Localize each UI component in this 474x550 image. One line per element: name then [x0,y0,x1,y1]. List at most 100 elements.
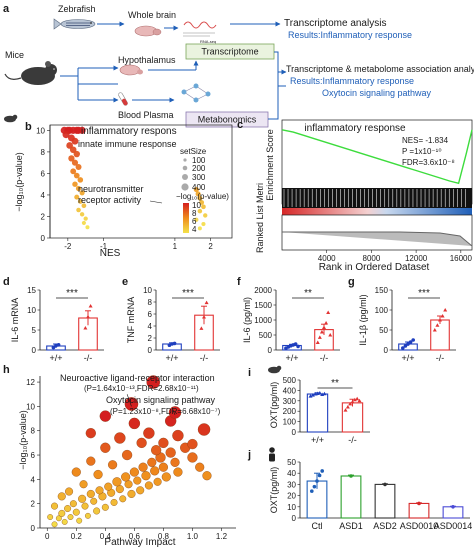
panel-b-point [81,220,86,226]
panel-h-ytick-label: 4 [31,475,36,484]
panel-c-xtick-label: 12000 [405,254,428,263]
panel-f-ytick-label: 500 [259,331,273,340]
panel-i-point [357,398,362,403]
panel-e-point [204,300,209,305]
panel-f-point [293,342,298,346]
panel-j-bar [374,483,396,519]
panel-i-point [317,391,322,395]
panel-i-point [308,394,313,398]
panel-b-point [75,185,82,192]
panel-j-bar [408,502,430,519]
panel-h-point [114,432,126,444]
panel-f-point [324,321,329,325]
panel-h-annotation1-stats: (P=1.64x10⁻¹³,FDR=2.68x10⁻¹¹) [84,384,199,393]
panel-f-point [326,310,331,314]
panel-b-label: b [25,121,32,133]
panel-g-ytick-label: 0 [384,346,389,355]
panel-h-point [168,406,182,419]
panel-e-significance: *** [182,288,194,299]
bar-panels: 0 5 10 15 IL-6 mRNA +/+ -/- *** 0 2 4 6 8 10 TNF mRNA +… [10,286,472,531]
panel-b-xtick-label: 2 [208,242,213,251]
panel-b-point [79,212,85,217]
panel-j-point [315,479,319,483]
panel-h-point [93,469,103,480]
panel-g-point [408,340,413,344]
panel-b-point [71,159,79,166]
panel-e-point [172,341,177,346]
panel-j-ytick-label: 30 [287,480,296,489]
panel-d-category-label: -/- [84,353,93,363]
result1-title: Transcriptome analysis [284,18,386,29]
panel-h-point [85,428,96,439]
panel-b-ytick-label: 0 [41,234,46,243]
panel-h-ytick-label: 2 [31,500,36,509]
result2-title: Transcriptome & metabolome association a… [286,64,474,74]
brain-icon [134,25,162,37]
panel-c-stat-fdr: FDR=3.6x10⁻⁸ [402,158,455,167]
panel-f-significance: ** [304,288,312,299]
panel-b-point [197,208,203,214]
panel-h-point [197,423,211,436]
panel-c-title: inflammatory response [304,123,406,134]
panel-g-point [435,323,440,327]
panel-h-point [101,503,109,511]
panel-c-label: c [237,119,243,131]
panel-b-mouse-icon [4,114,18,123]
panel-h-point [69,500,77,508]
panel-d-category-label: +/+ [49,353,62,363]
panel-c-xtick-label: 16000 [450,254,473,263]
panel-f-category-label: +/+ [285,353,298,363]
panel-h-point [170,457,180,467]
legend-color-4: 4 [192,225,197,234]
zebrafish-label: Zebrafish [58,4,96,14]
panel-b-point [76,207,81,213]
panel-f-point [322,325,326,329]
panel-h-ytick-label: 6 [31,451,36,460]
panel-i-point [345,405,350,409]
result2-line1: Results:Inflammatory response [290,76,414,86]
panel-h-label: h [3,364,10,376]
panel-b-point [194,217,199,222]
panel-h-point [100,442,111,453]
panel-b-legend-sizes: 100 200 300 400 [181,156,206,192]
panel-j-person-icon [269,447,275,462]
panel-g-category-label: -/- [436,353,445,363]
panel-d-chart: 0 5 10 15 IL-6 mRNA +/+ -/- *** [10,286,104,363]
panel-b-y-ticks: 0 2 4 6 8 10 [36,126,50,243]
panel-h-point [76,517,83,524]
panel-h-point [187,438,198,450]
panel-b-ytick-label: 4 [41,191,46,200]
panel-c-hit-lines [283,189,466,207]
panel-e-point [202,315,206,319]
panel-e-ytick-label: 6 [148,310,153,319]
panel-h-point [71,467,81,477]
panel-h-point [121,472,131,482]
panel-h-point [115,485,124,494]
mice-bracket [60,68,79,100]
panel-h-point [121,449,133,461]
panel-g-ytick-label: 50 [379,326,388,335]
panel-b-point [83,216,88,221]
panel-j-ytick-label: 50 [287,458,296,467]
panel-b-point [203,213,208,218]
panel-b-point [62,131,70,139]
panel-b-point [75,163,82,170]
panel-h-point [158,462,168,472]
legend-color-8: 8 [192,209,197,218]
panel-b-annotation-neuro2: receptor activity [78,195,142,205]
panel-f-ylabel: IL-6 (pg/ml) [242,297,252,343]
panel-h-ytick-label: 8 [31,427,36,436]
legend-color-6: 6 [192,217,197,226]
panel-b-annotation-innate: innate immune response [78,139,177,149]
panel-g-point [406,342,410,346]
panel-h-point [129,467,139,477]
panel-d-label: d [3,276,10,288]
panel-b-ytick-label: 2 [41,212,46,221]
panel-c-stat-nes: NES= -1.834 [402,136,449,145]
panel-i-category-label: +/+ [311,435,324,445]
metabonomics-box-label: Metabonomics [198,115,257,125]
blood-tube-icon [118,92,128,106]
panel-h-xtick-label: 0.8 [158,532,170,541]
panel-f-label: f [237,276,241,288]
panel-b-annotation-pointer [149,200,163,204]
